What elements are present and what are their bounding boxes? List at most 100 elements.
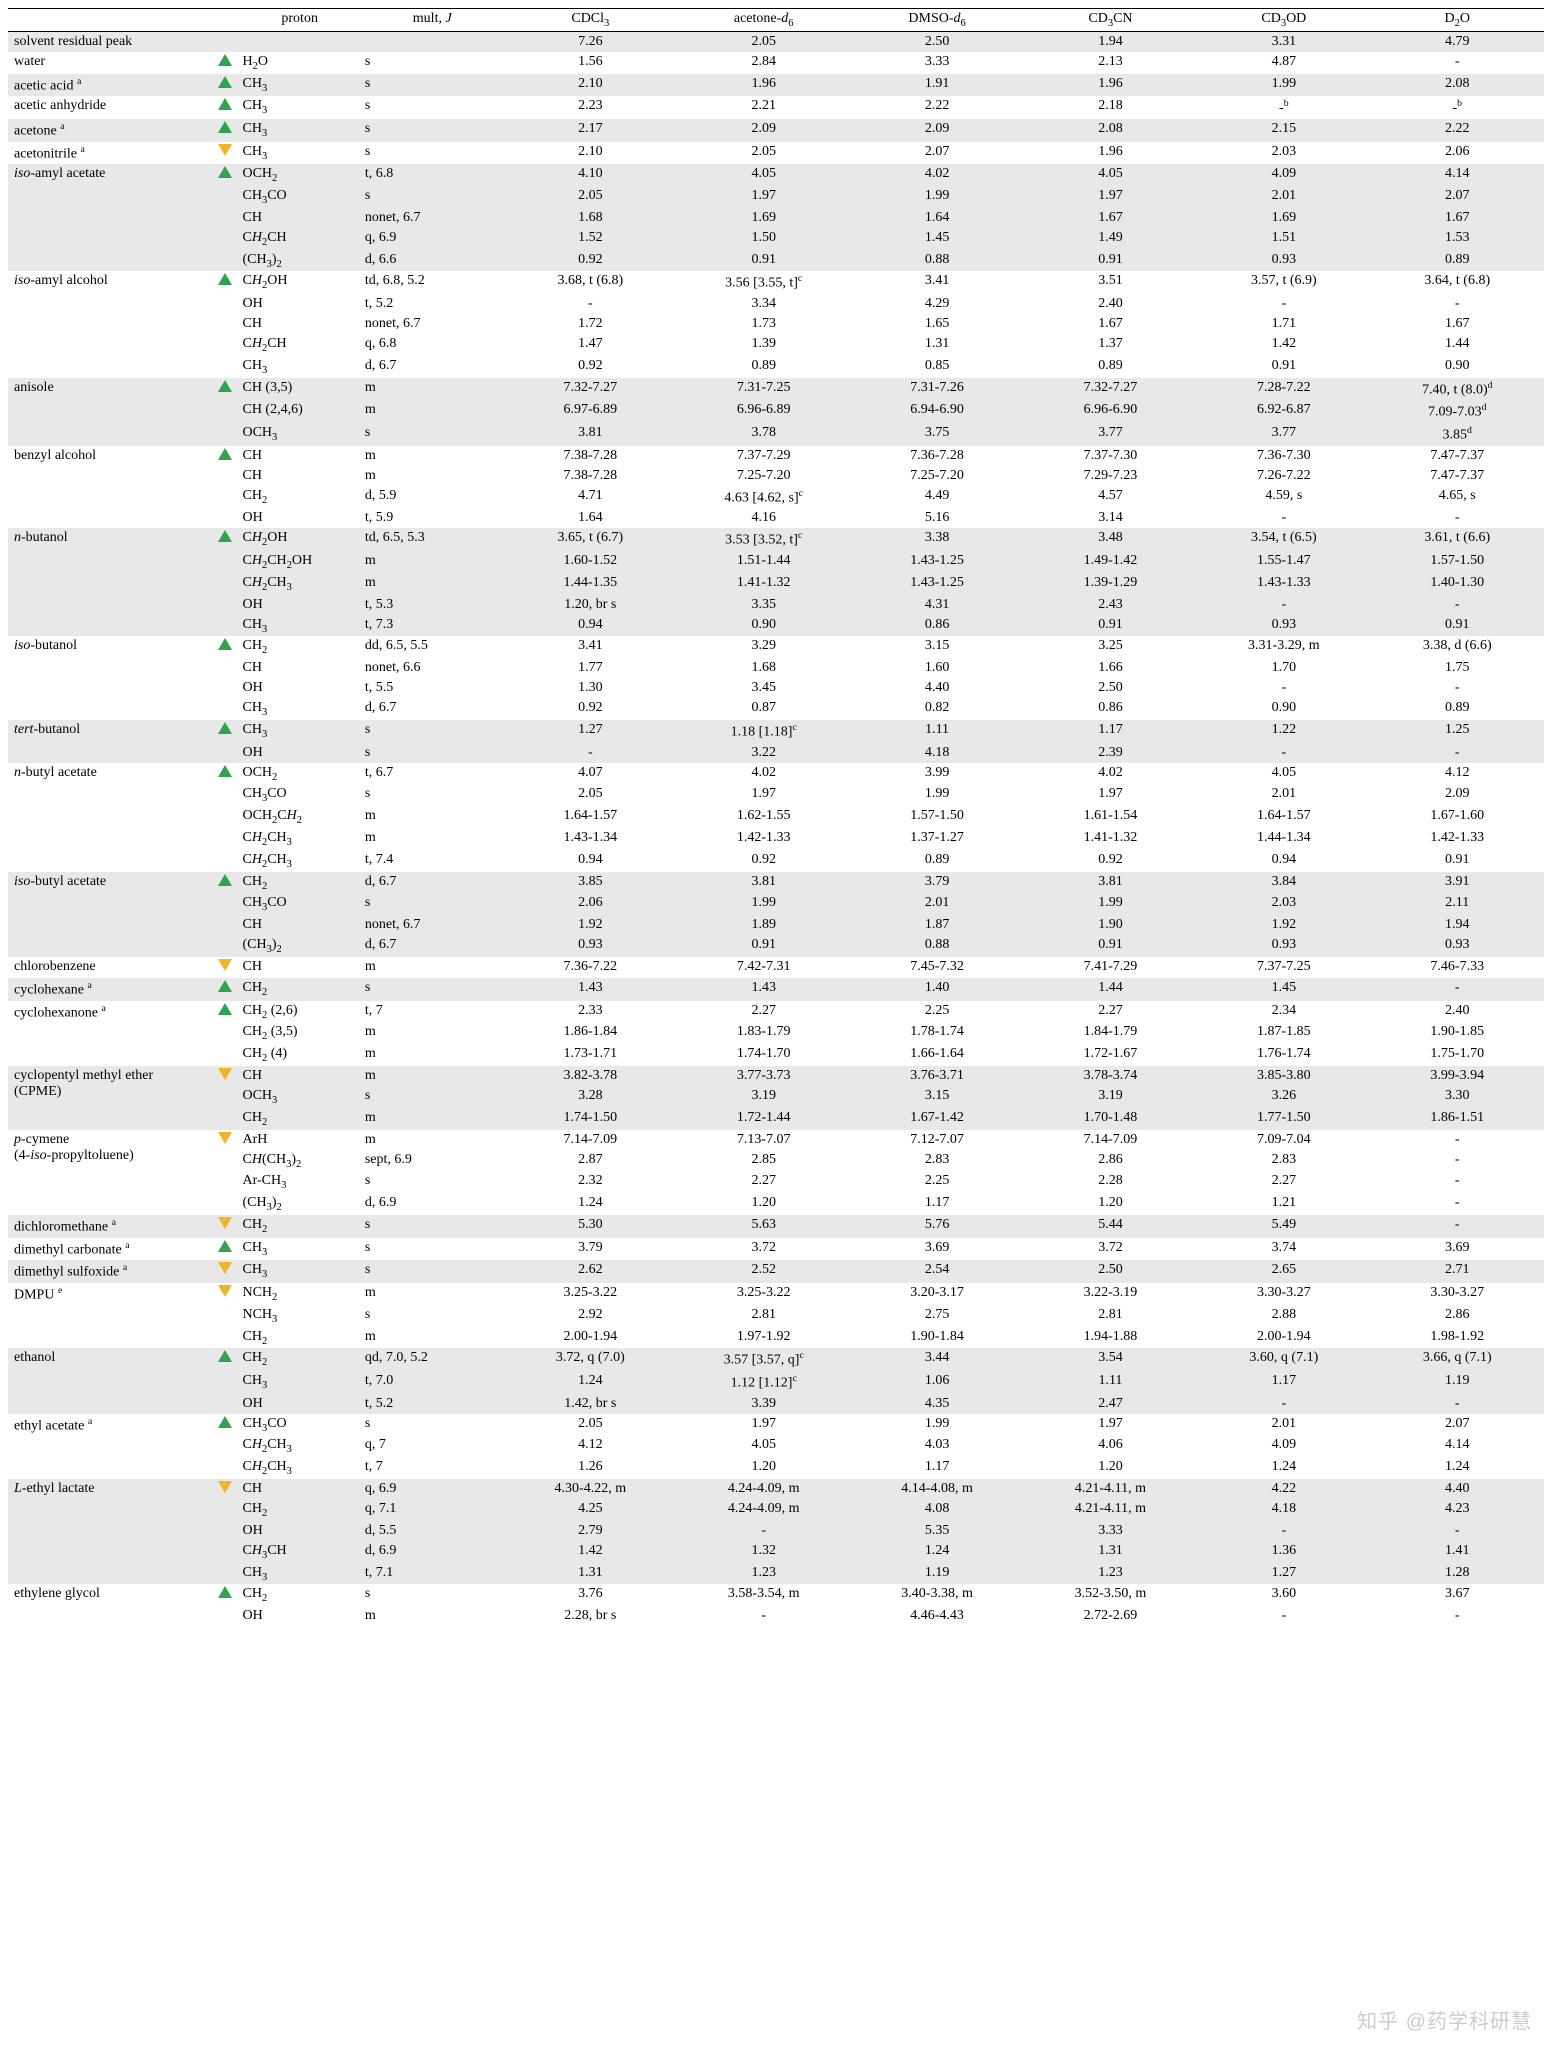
table-row: CH2CH3m1.44-1.351.41-1.321.43-1.251.39-1… bbox=[8, 573, 1544, 595]
value-cell: 0.93 bbox=[1197, 615, 1370, 637]
value-cell: 3.75 bbox=[850, 423, 1023, 446]
proton-cell: CH3CO bbox=[238, 1414, 360, 1436]
value-cell: 3.33 bbox=[1024, 1521, 1197, 1541]
value-cell: 1.87-1.85 bbox=[1197, 1022, 1370, 1044]
marker-icon bbox=[212, 31, 239, 52]
mult-cell: s bbox=[361, 1086, 504, 1108]
value-cell: 4.18 bbox=[850, 743, 1023, 763]
value-cell: 2.40 bbox=[1024, 294, 1197, 314]
value-cell: 7.36-7.30 bbox=[1197, 446, 1370, 466]
value-cell: 3.64, t (6.8) bbox=[1371, 271, 1544, 294]
value-cell: 3.54, t (6.5) bbox=[1197, 528, 1370, 551]
value-cell: - bbox=[1371, 743, 1544, 763]
value-cell: 1.90-1.85 bbox=[1371, 1022, 1544, 1044]
value-cell: 2.06 bbox=[1371, 142, 1544, 165]
value-cell: 4.57 bbox=[1024, 486, 1197, 509]
value-cell: 2.50 bbox=[850, 31, 1023, 52]
value-cell: 1.40 bbox=[850, 978, 1023, 1001]
mult-cell: t, 6.7 bbox=[361, 763, 504, 785]
value-cell: - bbox=[1371, 1606, 1544, 1626]
mult-cell: s bbox=[361, 52, 504, 74]
value-cell: 1.73-1.71 bbox=[504, 1044, 677, 1066]
value-cell: 0.94 bbox=[1197, 850, 1370, 872]
mult-cell: t, 5.2 bbox=[361, 294, 504, 314]
mult-cell: s bbox=[361, 186, 504, 208]
mult-cell: t, 7.3 bbox=[361, 615, 504, 637]
value-cell: 7.14-7.09 bbox=[504, 1130, 677, 1150]
marker-icon bbox=[212, 1001, 239, 1066]
mult-cell: nonet, 6.7 bbox=[361, 208, 504, 228]
value-cell: 1.98-1.92 bbox=[1371, 1327, 1544, 1349]
value-cell: 4.16 bbox=[677, 508, 850, 528]
value-cell: 3.15 bbox=[850, 1086, 1023, 1108]
mult-cell: qd, 7.0, 5.2 bbox=[361, 1348, 504, 1371]
value-cell: 6.96-6.90 bbox=[1024, 400, 1197, 423]
value-cell: 2.03 bbox=[1197, 893, 1370, 915]
value-cell: 1.67 bbox=[1371, 314, 1544, 334]
table-row: acetic anhydrideCH3s2.232.212.222.18-b-b bbox=[8, 96, 1544, 119]
value-cell: 1.62-1.55 bbox=[677, 806, 850, 828]
marker-icon bbox=[212, 1260, 239, 1283]
mult-cell: m bbox=[361, 573, 504, 595]
proton-cell: (CH3)2 bbox=[238, 1193, 360, 1215]
header-row: proton mult, J CDCl3 acetone-d6 DMSO-d6 … bbox=[8, 9, 1544, 32]
compound-name: DMPU e bbox=[8, 1283, 212, 1348]
proton-cell: CH bbox=[238, 658, 360, 678]
mult-cell: s bbox=[361, 423, 504, 446]
value-cell: 3.74 bbox=[1197, 1238, 1370, 1261]
proton-cell: OCH2 bbox=[238, 763, 360, 785]
value-cell: 1.67-1.60 bbox=[1371, 806, 1544, 828]
value-cell: 1.37 bbox=[1024, 334, 1197, 356]
value-cell: 7.37-7.25 bbox=[1197, 957, 1370, 978]
value-cell: 1.97 bbox=[1024, 186, 1197, 208]
compound-name: n-butyl acetate bbox=[8, 763, 212, 872]
value-cell: 0.89 bbox=[1371, 698, 1544, 720]
value-cell: 1.77 bbox=[504, 658, 677, 678]
proton-cell: OH bbox=[238, 1606, 360, 1626]
value-cell: - bbox=[677, 1521, 850, 1541]
value-cell: 4.87 bbox=[1197, 52, 1370, 74]
mult-cell: s bbox=[361, 1238, 504, 1261]
value-cell: 3.58-3.54, m bbox=[677, 1584, 850, 1606]
col-cd3cn: CD3CN bbox=[1024, 9, 1197, 32]
proton-cell: CH2 bbox=[238, 486, 360, 509]
value-cell: 1.84-1.79 bbox=[1024, 1022, 1197, 1044]
value-cell: 1.97-1.92 bbox=[677, 1327, 850, 1349]
compound-name: iso-butyl acetate bbox=[8, 872, 212, 957]
compound-name: acetone a bbox=[8, 119, 212, 142]
value-cell: 3.61, t (6.6) bbox=[1371, 528, 1544, 551]
marker-icon bbox=[212, 164, 239, 271]
value-cell: 1.51-1.44 bbox=[677, 551, 850, 573]
value-cell: 2.01 bbox=[1197, 186, 1370, 208]
table-row: OHt, 5.51.303.454.402.50-- bbox=[8, 678, 1544, 698]
value-cell: 1.69 bbox=[677, 208, 850, 228]
proton-cell: OCH2CH2 bbox=[238, 806, 360, 828]
table-row: cyclohexane aCH2s1.431.431.401.441.45- bbox=[8, 978, 1544, 1001]
value-cell: 7.46-7.33 bbox=[1371, 957, 1544, 978]
table-row: CH2 (3,5)m1.86-1.841.83-1.791.78-1.741.8… bbox=[8, 1022, 1544, 1044]
proton-cell: CH3 bbox=[238, 720, 360, 743]
value-cell: 1.97 bbox=[1024, 784, 1197, 806]
value-cell: 1.47 bbox=[504, 334, 677, 356]
value-cell: - bbox=[504, 294, 677, 314]
value-cell: 3.41 bbox=[504, 636, 677, 658]
value-cell: 7.12-7.07 bbox=[850, 1130, 1023, 1150]
value-cell: 1.19 bbox=[850, 1563, 1023, 1585]
marker-icon bbox=[212, 978, 239, 1001]
mult-cell: s bbox=[361, 720, 504, 743]
value-cell: 3.15 bbox=[850, 636, 1023, 658]
value-cell: 2.00-1.94 bbox=[1197, 1327, 1370, 1349]
mult-cell bbox=[361, 31, 504, 52]
value-cell: 0.94 bbox=[504, 850, 677, 872]
value-cell: 3.33 bbox=[850, 52, 1023, 74]
value-cell: 3.25-3.22 bbox=[677, 1283, 850, 1305]
proton-cell: CH (3,5) bbox=[238, 378, 360, 401]
value-cell: 2.75 bbox=[850, 1305, 1023, 1327]
compound-name: tert-butanol bbox=[8, 720, 212, 763]
value-cell: 1.31 bbox=[850, 334, 1023, 356]
value-cell: 2.86 bbox=[1371, 1305, 1544, 1327]
watermark: 知乎 @药学科研慧 bbox=[1357, 2005, 1532, 2034]
value-cell: 3.65, t (6.7) bbox=[504, 528, 677, 551]
table-row: L-ethyl lactateCHq, 6.94.30-4.22, m4.24-… bbox=[8, 1479, 1544, 1499]
value-cell: 1.25 bbox=[1371, 720, 1544, 743]
